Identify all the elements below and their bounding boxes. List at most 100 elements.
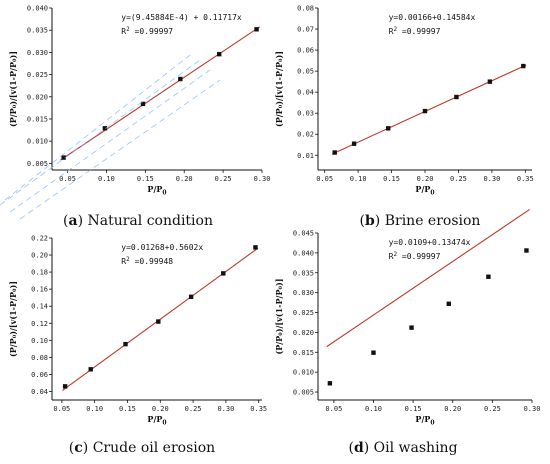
x-tick-label: 0.05 [316,175,333,183]
y-tick-label: 0.025 [27,71,48,79]
data-point [88,367,93,372]
x-tick-label: 0.05 [53,405,70,413]
r-squared-value: =0.99997 [397,252,441,261]
data-point [221,271,226,276]
fit-line [60,26,260,161]
y-tick-label: 0.035 [27,27,48,35]
x-tick-label: 0.10 [350,175,367,183]
panel-caption: (d) Oil washing [348,440,457,456]
panel-caption: (c) Crude oil erosion [69,440,215,456]
chart-panel-d: 0.05 0.10 0.15 0.20 0.25 0.30 0.005 0.010 0.015 0… [274,209,540,456]
r-squared-symbol: R [389,252,394,261]
data-point [188,294,194,300]
y-tick-label: 0.03 [297,110,314,118]
caption-close-paren: ) [78,213,88,229]
fit-equation: y=0.01268+0.5602x [121,243,203,252]
y-tick-label: 0.035 [293,269,314,277]
panel-caption: (a) Natural condition [63,213,213,229]
watermark-line [19,79,221,220]
watermark-hatch [0,54,221,220]
caption-text: Brine erosion [385,213,481,229]
x-tick-label: 0.10 [86,405,103,413]
y-tick-label: 0.010 [27,138,48,146]
x-tick-label: 0.25 [215,175,232,183]
caption-text: Oil washing [374,440,458,456]
data-point [386,126,391,131]
watermark-line [4,54,191,201]
caption-text: Natural condition [87,213,212,229]
x-axis-label: P/P0 [415,414,434,427]
r-squared-symbol: R [389,27,394,36]
x-axis-label: P/P0 [415,184,434,197]
caption-letter: a [68,213,77,229]
x-tick-label: 0.05 [325,405,342,413]
y-tick-label: 0.020 [27,93,48,101]
r-squared-symbol: R [121,257,126,266]
data-point [327,381,333,386]
caption-close-paren: ) [83,440,93,456]
y-tick-label: 0.06 [297,47,314,55]
y-tick-label: 0.01 [297,152,314,160]
r-squared-value: =0.99948 [130,257,174,266]
y-tick-label: 0.05 [297,68,314,76]
x-tick-label: 0.20 [417,175,434,183]
x-axis-label-sub: 0 [430,190,434,197]
y-tick-label: 0.08 [297,5,314,13]
data-point [102,126,108,131]
caption-letter: b [365,213,375,229]
x-axis-label-main: P/P [415,184,430,194]
caption-open-paren: ( [69,440,74,456]
x-tick-label: 0.30 [217,405,234,413]
x-axis-label-main: P/P [147,414,162,424]
data-point [254,27,259,32]
x-axis-label: P/P0 [147,414,166,427]
x-tick-label: 0.10 [98,175,115,183]
watermark-line [0,59,201,206]
caption-open-paren: ( [348,440,353,456]
r-squared: R2 =0.99997 [389,251,441,261]
caption-open-paren: ( [63,213,68,229]
x-tick-label: 0.25 [484,405,501,413]
y-tick-label: 0.20 [31,252,48,260]
y-tick-label: 0.025 [293,309,314,317]
r-squared-symbol: R [121,27,126,36]
x-axis-label-sub: 0 [162,190,166,197]
x-axis-label-main: P/P [147,184,162,194]
y-tick-label: 0.02 [297,131,314,139]
r-squared-exponent: 2 [126,256,130,263]
fit-equation: y=(9.45884E-4) + 0.11717x [121,13,242,22]
y-tick-label: 0.030 [293,289,314,297]
y-tick-label: 0.22 [31,235,48,243]
y-tick-label: 0.14 [31,303,48,311]
data-point [61,155,66,160]
y-tick-label: 0.12 [31,320,48,328]
y-tick-label: 0.16 [31,286,48,294]
fit-equation: y=0.00166+0.14584x [389,13,476,22]
r-squared: R2 =0.99948 [121,256,173,266]
r-squared: R2 =0.99997 [389,26,441,36]
y-axis-label: (P/P₀)/[v(1-P/P₀)] [8,281,18,357]
caption-close-paren: ) [364,440,374,456]
x-tick-label: 0.15 [137,175,154,183]
y-tick-label: 0.005 [27,160,48,168]
x-tick-label: 0.05 [59,175,76,183]
y-axis-label: (P/P₀)/[v(1-P/P₀)] [8,51,18,127]
x-tick-label: 0.10 [365,405,382,413]
data-point [521,63,526,69]
data-point [123,341,128,347]
y-tick-label: 0.015 [293,349,314,357]
y-tick-label: 0.045 [293,230,314,238]
data-point [178,76,183,82]
y-tick-label: 0.04 [297,89,314,97]
y-tick-label: 0.015 [27,115,48,123]
caption-open-paren: ( [360,213,365,229]
x-tick-label: 0.35 [517,175,534,183]
data-point [351,141,357,146]
data-point [487,79,493,84]
x-axis-label-sub: 0 [430,420,434,427]
y-tick-label: 0.005 [293,389,314,397]
data-point [371,350,376,355]
y-tick-label: 0.030 [27,49,48,57]
r-squared-exponent: 2 [126,26,130,33]
